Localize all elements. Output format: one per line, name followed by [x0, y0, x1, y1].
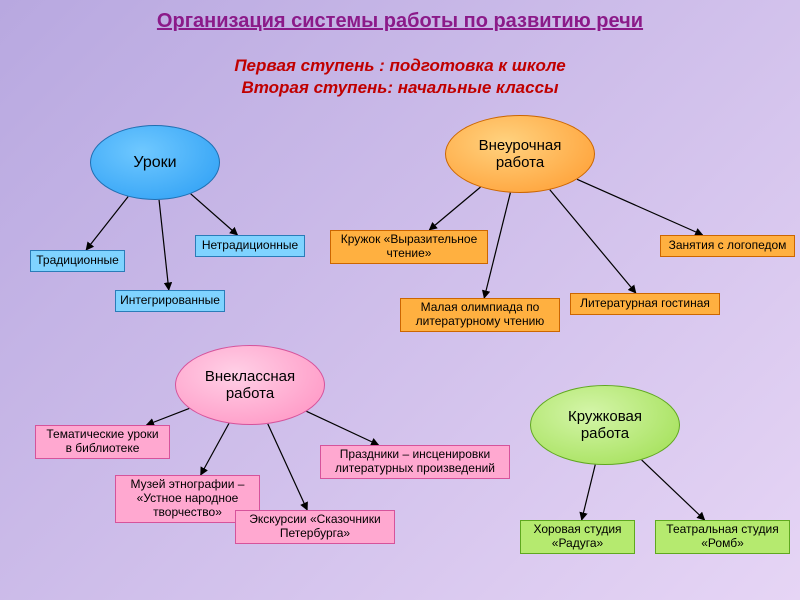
ellipse-label: Внеурочная работа: [479, 137, 562, 171]
box-label: Занятия с логопедом: [669, 239, 787, 253]
connector: [268, 424, 307, 510]
box-label: Праздники – инсценировки литературных пр…: [335, 448, 495, 476]
connector: [201, 423, 229, 475]
ellipse-e2: Внеурочная работа: [445, 115, 595, 193]
subtitle-line1: Первая ступень : подготовка к школе: [234, 56, 565, 75]
box-b13: Театральная студия «Ромб»: [655, 520, 790, 554]
connector: [306, 411, 378, 445]
box-b7: Занятия с логопедом: [660, 235, 795, 257]
box-label: Малая олимпиада по литературному чтению: [416, 301, 545, 329]
slide-subtitle: Первая ступень : подготовка к школе Втор…: [0, 55, 800, 99]
box-label: Кружок «Выразительное чтение»: [341, 233, 478, 261]
box-label: Музей этнографии – «Устное народное твор…: [131, 478, 245, 519]
box-label: Традиционные: [36, 254, 119, 268]
box-b8: Тематические уроки в библиотеке: [35, 425, 170, 459]
box-b5: Малая олимпиада по литературному чтению: [400, 298, 560, 332]
connector: [484, 193, 510, 298]
box-b4: Кружок «Выразительное чтение»: [330, 230, 488, 264]
ellipse-label: Внеклассная работа: [205, 368, 295, 402]
box-b1: Традиционные: [30, 250, 125, 272]
box-label: Хоровая студия «Радуга»: [533, 523, 621, 551]
ellipse-e3: Внеклассная работа: [175, 345, 325, 425]
connector: [146, 408, 189, 425]
box-b2: Интегрированные: [115, 290, 225, 312]
connector: [577, 179, 703, 235]
connector: [550, 190, 636, 293]
box-b6: Литературная гостиная: [570, 293, 720, 315]
ellipse-e4: Кружковая работа: [530, 385, 680, 465]
box-b10: Экскурсии «Сказочники Петербурга»: [235, 510, 395, 544]
connector: [429, 187, 480, 230]
connector: [159, 200, 169, 290]
connector: [86, 197, 128, 250]
slide-title: Организация системы работы по развитию р…: [0, 10, 800, 33]
subtitle-line2: Вторая ступень: начальные классы: [241, 78, 558, 97]
box-label: Тематические уроки в библиотеке: [46, 428, 158, 456]
slide: Организация системы работы по развитию р…: [0, 0, 800, 600]
box-label: Интегрированные: [120, 294, 220, 308]
box-label: Экскурсии «Сказочники Петербурга»: [249, 513, 380, 541]
box-label: Нетрадиционные: [202, 239, 298, 253]
box-b3: Нетрадиционные: [195, 235, 305, 257]
box-label: Литературная гостиная: [580, 297, 710, 311]
box-label: Театральная студия «Ромб»: [666, 523, 778, 551]
connector: [642, 460, 705, 520]
ellipse-e1: Уроки: [90, 125, 220, 200]
box-b12: Хоровая студия «Радуга»: [520, 520, 635, 554]
ellipse-label: Кружковая работа: [568, 408, 642, 442]
connector: [191, 194, 238, 235]
box-b11: Праздники – инсценировки литературных пр…: [320, 445, 510, 479]
ellipse-label: Уроки: [133, 154, 176, 172]
connector: [582, 465, 596, 520]
